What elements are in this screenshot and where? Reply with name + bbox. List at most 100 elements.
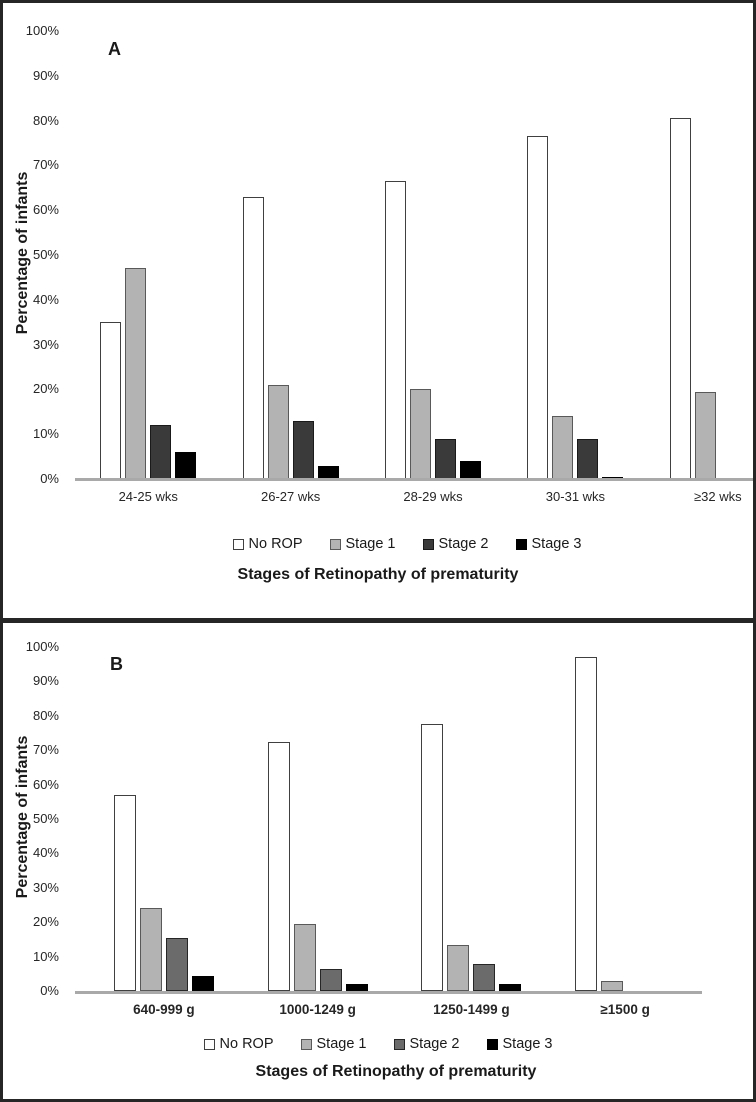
legend-label: No ROP bbox=[248, 536, 303, 552]
bar-group-30-31-wks bbox=[504, 31, 646, 479]
bar-stage-3 bbox=[191, 975, 214, 991]
legend-item-no-rop: No ROP bbox=[232, 536, 303, 552]
legend: No ROP Stage 1 Stage 2 Stage 3 bbox=[3, 536, 753, 552]
legend-item-stage-3: Stage 3 bbox=[515, 536, 582, 552]
legend-swatch-icon bbox=[300, 1038, 312, 1050]
legend-label: Stage 3 bbox=[502, 1036, 553, 1052]
bar-stage-1 bbox=[125, 268, 147, 479]
bar-stage-2 bbox=[319, 968, 342, 991]
x-tick-label: ≥32 wks bbox=[694, 489, 742, 504]
bar-no-rop bbox=[267, 741, 290, 991]
y-tick-label: 30% bbox=[32, 880, 59, 895]
y-tick-label: 40% bbox=[32, 845, 59, 860]
bar-stage-1 bbox=[601, 980, 624, 991]
y-tick-label: 20% bbox=[32, 914, 59, 929]
legend-label: Stage 1 bbox=[316, 1036, 367, 1052]
bar-group-26-27-wks bbox=[219, 31, 361, 479]
bar-group-1250-1499-g bbox=[395, 647, 549, 991]
legend-label: Stage 2 bbox=[438, 536, 489, 552]
bar-stage-1 bbox=[694, 391, 716, 479]
bar-stage-3 bbox=[460, 461, 482, 479]
panel-a: A Percentage of infants 0% 10% 20% 30% 40% 50… bbox=[0, 0, 756, 621]
y-tick-label: 80% bbox=[32, 113, 59, 128]
x-tick-label: 1250-1499 g bbox=[433, 1002, 510, 1017]
x-axis-line bbox=[75, 991, 702, 994]
bar-no-rop bbox=[242, 196, 264, 479]
bar-stage-3 bbox=[499, 984, 522, 991]
y-tick-label: 100% bbox=[25, 639, 59, 654]
x-tick-label: 26-27 wks bbox=[260, 489, 321, 504]
x-tick-label: 640-999 g bbox=[133, 1002, 195, 1017]
bar-stage-2 bbox=[435, 438, 457, 479]
y-tick-label: 90% bbox=[32, 68, 59, 83]
y-tick-label: 10% bbox=[32, 426, 59, 441]
x-tick-label: 30-31 wks bbox=[545, 489, 606, 504]
bar-no-rop bbox=[113, 794, 136, 991]
x-tick-label: ≥1500 g bbox=[600, 1002, 650, 1017]
legend-swatch-icon bbox=[329, 538, 341, 550]
y-tick-label: 0% bbox=[40, 471, 59, 486]
bar-stage-3 bbox=[317, 465, 339, 479]
bar-stage-2 bbox=[150, 425, 172, 479]
bar-stage-1 bbox=[552, 416, 574, 479]
bar-group-1000-1249-g bbox=[241, 647, 395, 991]
legend-label: Stage 2 bbox=[409, 1036, 460, 1052]
plot-area bbox=[77, 31, 753, 479]
bar-stage-1 bbox=[447, 944, 470, 991]
legend-label: Stage 1 bbox=[345, 536, 396, 552]
panel-b: B Percentage of infants 0% 10% 20% 30% 40% 50… bbox=[0, 621, 756, 1102]
x-axis-title: Stages of Retinopathy of prematurity bbox=[237, 566, 519, 583]
bar-no-rop bbox=[669, 118, 691, 479]
y-tick-label: 90% bbox=[32, 673, 59, 688]
legend-swatch-icon bbox=[203, 1038, 215, 1050]
bar-group-640-999-g bbox=[87, 647, 241, 991]
legend-item-stage-2: Stage 2 bbox=[393, 1036, 460, 1052]
bar-stage-2 bbox=[292, 420, 314, 479]
bar-no-rop bbox=[575, 657, 598, 991]
y-tick-label: 80% bbox=[32, 708, 59, 723]
legend-label: No ROP bbox=[219, 1036, 274, 1052]
bar-no-rop bbox=[385, 181, 407, 479]
legend-swatch-icon bbox=[515, 538, 527, 550]
bar-stage-1 bbox=[410, 389, 432, 479]
legend-swatch-icon bbox=[393, 1038, 405, 1050]
bar-group-28-29-wks bbox=[362, 31, 504, 479]
bar-stage-3 bbox=[345, 984, 368, 991]
bar-group--1500-g bbox=[548, 647, 702, 991]
y-tick-label: 60% bbox=[32, 202, 59, 217]
y-tick-label: 0% bbox=[40, 983, 59, 998]
x-tick-label: 28-29 wks bbox=[403, 489, 463, 504]
bar-stage-2 bbox=[473, 963, 496, 991]
x-tick-label: 24-25 wks bbox=[118, 489, 178, 504]
y-tick-label: 70% bbox=[32, 742, 59, 757]
x-axis-line bbox=[75, 478, 753, 481]
legend-item-no-rop: No ROP bbox=[203, 1036, 274, 1052]
legend-item-stage-1: Stage 1 bbox=[300, 1036, 367, 1052]
y-tick-label: 60% bbox=[32, 777, 59, 792]
bar-no-rop bbox=[421, 724, 444, 991]
y-tick-label: 30% bbox=[32, 337, 59, 352]
legend-label: Stage 3 bbox=[531, 536, 582, 552]
legend: No ROP Stage 1 Stage 2 Stage 3 bbox=[3, 1036, 753, 1052]
x-axis-labels: 24-25 wks 26-27 wks 28-29 wks 30-31 wks ≥32 … bbox=[77, 489, 753, 504]
panel-b-label: B bbox=[110, 654, 123, 674]
legend-swatch-icon bbox=[486, 1038, 498, 1050]
legend-item-stage-1: Stage 1 bbox=[329, 536, 396, 552]
legend-item-stage-2: Stage 2 bbox=[422, 536, 489, 552]
bar-no-rop bbox=[100, 322, 122, 479]
bar-stage-1 bbox=[293, 923, 316, 991]
legend-swatch-icon bbox=[422, 538, 434, 550]
y-tick-label: 10% bbox=[32, 949, 59, 964]
y-tick-label: 70% bbox=[32, 157, 59, 172]
bar-group--32-wks bbox=[647, 31, 753, 479]
x-axis-labels: 640-999 g 1000-1249 g 1250-1499 g ≥1500 g bbox=[87, 1002, 702, 1017]
x-tick-label: 1000-1249 g bbox=[279, 1002, 356, 1017]
legend-item-stage-3: Stage 3 bbox=[486, 1036, 553, 1052]
y-tick-label: 40% bbox=[32, 292, 59, 307]
plot-area bbox=[87, 647, 702, 991]
bar-group-24-25-wks bbox=[77, 31, 219, 479]
y-tick-label: 100% bbox=[25, 23, 59, 38]
bar-no-rop bbox=[527, 136, 549, 479]
x-axis-title: Stages of Retinopathy of prematurity bbox=[255, 1063, 537, 1080]
